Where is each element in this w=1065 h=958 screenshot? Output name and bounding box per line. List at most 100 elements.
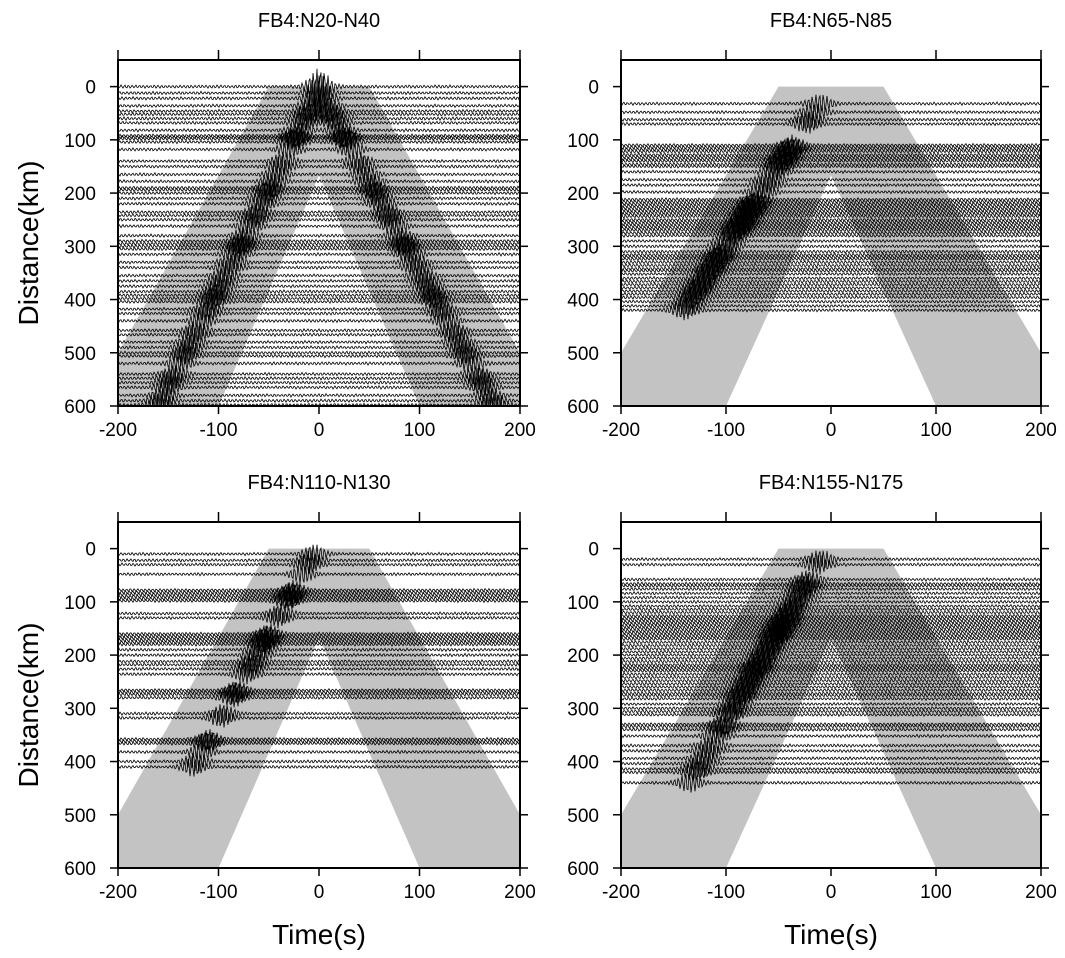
seismic-trace [621, 748, 1041, 769]
y-tick-label: 100 [567, 131, 599, 152]
chart-panel-1: -200 -100 0 100 200 0 100 200 300 400 500 600 FB4:N2… [13, 10, 536, 441]
seismic-trace [621, 736, 1041, 755]
seismic-trace [118, 182, 520, 204]
seismic-trace [621, 698, 1041, 719]
x-tick-label: 200 [1025, 882, 1057, 903]
seismic-trace [621, 204, 1041, 225]
seismic-trace [118, 292, 520, 312]
seismic-trace [118, 171, 520, 192]
plot-area [621, 548, 1041, 868]
seismic-trace [621, 244, 1041, 266]
seismic-trace [621, 642, 1041, 662]
seismic-trace [621, 215, 1041, 237]
x-tick-label: -200 [602, 882, 640, 903]
signal-window [118, 86, 520, 406]
seismic-trace [621, 720, 1041, 739]
y-tick-label: 500 [64, 806, 96, 827]
seismic-trace [621, 659, 1041, 678]
seismic-trace [118, 75, 520, 112]
seismic-trace [621, 225, 1041, 246]
seismic-trace [118, 659, 520, 679]
signal-window [118, 548, 520, 868]
y-tick-label: 400 [64, 753, 96, 774]
y-tick-label: 0 [588, 78, 599, 99]
seismic-trace [118, 164, 520, 185]
x-tick-label: -200 [99, 420, 137, 441]
seismic-trace [621, 602, 1041, 623]
seismic-trace [118, 590, 520, 611]
seismic-trace [118, 756, 520, 777]
x-tick-label: 0 [314, 420, 325, 441]
seismic-trace [118, 372, 520, 393]
seismic-trace [621, 686, 1041, 705]
seismic-trace [621, 591, 1041, 612]
seismic-trace [621, 664, 1041, 685]
seismic-trace [118, 131, 520, 153]
seismic-trace [621, 221, 1041, 240]
x-tick-label: 100 [404, 420, 436, 441]
seismic-trace [118, 655, 520, 674]
seismic-trace [621, 677, 1041, 697]
seismic-trace [118, 120, 520, 141]
seismic-trace [621, 140, 1041, 162]
y-axis-label: Distance(km) [13, 623, 44, 788]
seismic-trace [621, 694, 1041, 715]
y-tick-label: 200 [567, 184, 599, 205]
seismic-trace [621, 550, 1041, 569]
seismic-trace [118, 651, 520, 672]
seismic-trace [118, 664, 520, 685]
y-tick-label: 0 [588, 540, 599, 561]
x-tick-label: 0 [314, 882, 325, 903]
y-tick-label: 300 [567, 699, 599, 720]
seismic-trace [118, 253, 520, 272]
y-tick-label: 100 [64, 593, 96, 614]
seismic-trace [621, 156, 1041, 177]
seismic-trace [621, 773, 1041, 793]
seismic-trace [118, 210, 520, 230]
y-tick-label: 300 [64, 699, 96, 720]
seismic-trace [118, 640, 520, 660]
y-tick-label: 400 [64, 291, 96, 312]
seismic-trace [621, 138, 1041, 157]
seismic-trace [118, 265, 520, 286]
y-tick-label: 100 [567, 593, 599, 614]
seismic-trace [621, 260, 1041, 281]
seismic-trace [118, 233, 520, 254]
y-tick-label: 200 [567, 646, 599, 667]
seismic-trace [621, 614, 1041, 635]
seismic-trace [118, 354, 520, 373]
x-tick-label: -100 [199, 882, 237, 903]
seismic-trace [118, 202, 520, 223]
y-tick-label: 500 [567, 806, 599, 827]
x-tick-label: -100 [707, 420, 745, 441]
y-tick-label: 600 [567, 397, 599, 418]
seismic-trace [621, 152, 1041, 171]
seismic-trace [621, 759, 1041, 779]
x-tick-label: -200 [602, 420, 640, 441]
y-tick-label: 0 [85, 78, 96, 99]
seismic-trace [621, 145, 1041, 165]
x-tick-label: -200 [99, 882, 137, 903]
seismic-trace [118, 630, 520, 651]
seismic-trace [621, 668, 1041, 687]
signal-window [621, 86, 1041, 406]
seismic-trace [118, 244, 520, 265]
seismic-trace [621, 579, 1041, 599]
y-tick-label: 0 [85, 540, 96, 561]
x-axis-label: Time(s) [784, 919, 878, 950]
seismic-trace [118, 156, 520, 177]
seismic-trace [621, 277, 1041, 298]
seismic-trace [621, 94, 1041, 114]
seismic-trace [621, 652, 1041, 671]
y-tick-label: 600 [64, 859, 96, 880]
chart-panel-3: -200 -100 0 100 200 0 100 200 300 400 500 600 FB4:N1… [13, 472, 536, 950]
y-tick-label: 500 [567, 344, 599, 365]
seismic-trace [621, 300, 1041, 321]
seismic-trace [621, 633, 1041, 652]
seismic-trace [118, 285, 520, 306]
x-tick-label: 0 [826, 882, 837, 903]
seismic-trace [118, 544, 520, 565]
seismic-trace [621, 207, 1041, 226]
seismic-trace [118, 299, 520, 319]
seismic-trace [621, 236, 1041, 256]
